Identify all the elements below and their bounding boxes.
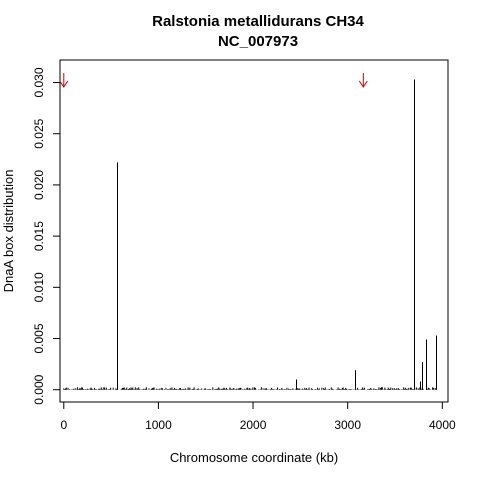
arrow-head (59, 80, 69, 88)
arrow-head (358, 80, 368, 88)
chart-subtitle: NC_007973 (218, 33, 298, 50)
y-axis: 0.000 0.005 0.010 0.015 0.020 0.025 0.030 (32, 67, 61, 405)
bars-group (63, 79, 437, 390)
y-tick-label: 0.020 (32, 170, 46, 200)
y-tick-label: 0.015 (32, 221, 46, 251)
x-tick-label: 0 (60, 418, 67, 432)
x-axis: 0 1000 2000 3000 4000 (60, 401, 456, 432)
x-axis-label: Chromosome coordinate (kb) (170, 450, 338, 465)
y-tick-label: 0.000 (32, 374, 46, 404)
y-axis-label: DnaA box distribution (1, 170, 16, 293)
y-tick-label: 0.010 (32, 272, 46, 302)
x-tick-label: 3000 (334, 418, 361, 432)
plot-frame (59, 59, 449, 403)
y-tick-label: 0.025 (32, 118, 46, 148)
chart-title: Ralstonia metallidurans CH34 (152, 13, 364, 30)
x-tick-label: 2000 (240, 418, 267, 432)
x-tick-label: 1000 (145, 418, 172, 432)
y-tick-label: 0.005 (32, 323, 46, 353)
arrows-group (59, 73, 368, 88)
x-tick-label: 4000 (429, 418, 456, 432)
y-tick-label: 0.030 (32, 67, 46, 97)
